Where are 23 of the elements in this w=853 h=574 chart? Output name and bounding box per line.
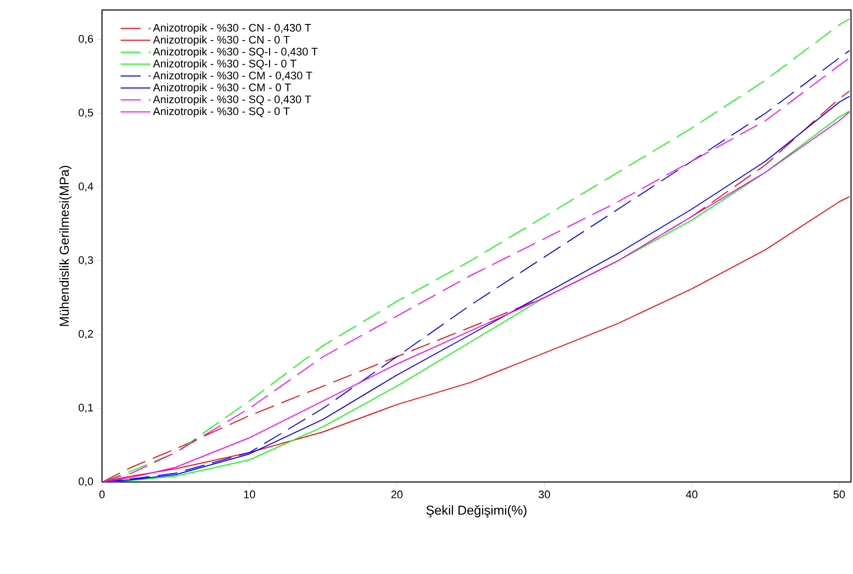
y-tick-label: 0,4 xyxy=(78,182,94,192)
x-tick-label: 0 xyxy=(99,490,105,498)
x-tick-label: 30 xyxy=(538,490,550,498)
legend-label: Anizotropik - %30 - SQ - 0 T xyxy=(152,107,290,118)
x-tick-label: 20 xyxy=(391,490,403,498)
legend-label: Anizotropik - %30 - SQ - 0,430 T xyxy=(152,95,311,106)
y-axis-title: Mühendislik Gerilmesi(MPa) xyxy=(59,166,72,326)
y-tick-label: 0,3 xyxy=(78,256,93,266)
legend-label: Anizotropik - %30 - SQ-I - 0 T xyxy=(152,59,296,70)
legend-label: Anizotropik - %30 - CM - 0,430 T xyxy=(152,71,312,82)
y-tick-label: 0,2 xyxy=(78,330,93,340)
x-axis-title: Şekil Değişimi(%) xyxy=(426,505,526,518)
legend-label: Anizotropik - %30 - CN - 0 T xyxy=(152,36,290,46)
legend-label: Anizotropik - %30 - SQ-I - 0,430 T xyxy=(152,47,318,58)
y-tick-label: 0,0 xyxy=(78,477,94,487)
legend-label: Anizotropik - %30 - CN - 0,430 T xyxy=(152,24,311,34)
y-tick-label: 0,1 xyxy=(78,404,93,413)
legend-label: Anizotropik - %30 - CM - 0 T xyxy=(152,83,291,94)
x-tick-label: 10 xyxy=(244,490,256,498)
y-tick-label: 0,5 xyxy=(78,108,94,118)
y-tick-label: 0,6 xyxy=(78,34,93,44)
x-tick-label: 40 xyxy=(686,490,698,498)
x-tick-label: 50 xyxy=(834,490,845,498)
